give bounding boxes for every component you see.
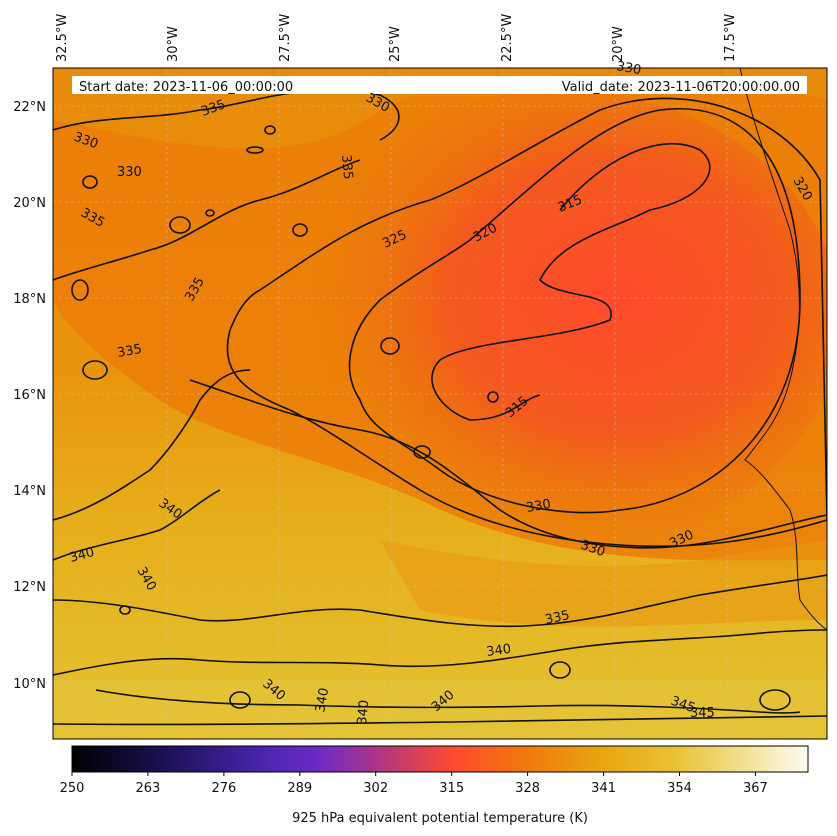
lat-labels: 22°N 20°N 18°N 16°N 14°N 12°N 10°N bbox=[13, 100, 46, 692]
contour-label: 340 bbox=[313, 687, 332, 714]
colorbar-gradient bbox=[71, 745, 809, 773]
lon-labels: 32.5°W 30°W 27.5°W 25°W 22.5°W 20°W 17.5… bbox=[55, 14, 738, 62]
lon-label: 17.5°W bbox=[723, 14, 738, 62]
contour-label: 340 bbox=[68, 545, 96, 566]
colorbar-label: 925 hPa equivalent potential temperature… bbox=[292, 811, 588, 826]
lat-label: 16°N bbox=[13, 388, 46, 403]
lon-label: 27.5°W bbox=[278, 14, 293, 62]
contour-label: 335 bbox=[544, 608, 571, 628]
colorbar-tick: 302 bbox=[363, 781, 388, 796]
graticule bbox=[53, 68, 827, 739]
coastline bbox=[739, 68, 827, 631]
lon-label: 25°W bbox=[388, 26, 403, 62]
colorbar-tick: 276 bbox=[211, 781, 236, 796]
lat-label: 22°N bbox=[13, 100, 46, 115]
contour-label: 330 bbox=[117, 165, 142, 180]
contour-label: 330 bbox=[525, 497, 552, 516]
colorbar-tick: 263 bbox=[135, 781, 160, 796]
colorbar-tick: 328 bbox=[515, 781, 540, 796]
lon-label: 20°W bbox=[611, 26, 626, 62]
start-date: Start date: 2023-11-06_00:00:00 bbox=[79, 80, 293, 95]
colorbar-tick: 354 bbox=[667, 781, 692, 796]
colorbar: 250 263 276 289 302 315 328 341 354 367 … bbox=[60, 745, 809, 826]
colorbar-tick: 341 bbox=[591, 781, 616, 796]
lat-label: 12°N bbox=[13, 580, 46, 595]
colorbar-tick: 315 bbox=[439, 781, 464, 796]
lat-label: 10°N bbox=[13, 677, 46, 692]
lon-label: 22.5°W bbox=[500, 14, 515, 62]
lon-label: 30°W bbox=[166, 26, 181, 62]
lat-label: 18°N bbox=[13, 292, 46, 307]
lat-label: 20°N bbox=[13, 196, 46, 211]
contour-label: 335 bbox=[116, 342, 143, 361]
contour-label: 340 bbox=[485, 642, 512, 660]
valid-date: Valid_date: 2023-11-06T20:00:00.00 bbox=[562, 80, 800, 95]
lon-label: 32.5°W bbox=[55, 14, 70, 62]
contour-label: 340 bbox=[355, 699, 372, 725]
lat-label: 14°N bbox=[13, 484, 46, 499]
contour-label: 335 bbox=[338, 154, 355, 180]
map-area bbox=[53, 68, 827, 739]
header-banner bbox=[72, 76, 807, 94]
colorbar-tick: 367 bbox=[743, 781, 768, 796]
contour-lines bbox=[53, 89, 827, 726]
colorbar-tick: 250 bbox=[60, 781, 85, 796]
map-frame bbox=[52, 67, 828, 740]
contour-label: 330 bbox=[615, 59, 642, 78]
colorbar-tick: 289 bbox=[287, 781, 312, 796]
contour-label: 345 bbox=[690, 706, 715, 721]
